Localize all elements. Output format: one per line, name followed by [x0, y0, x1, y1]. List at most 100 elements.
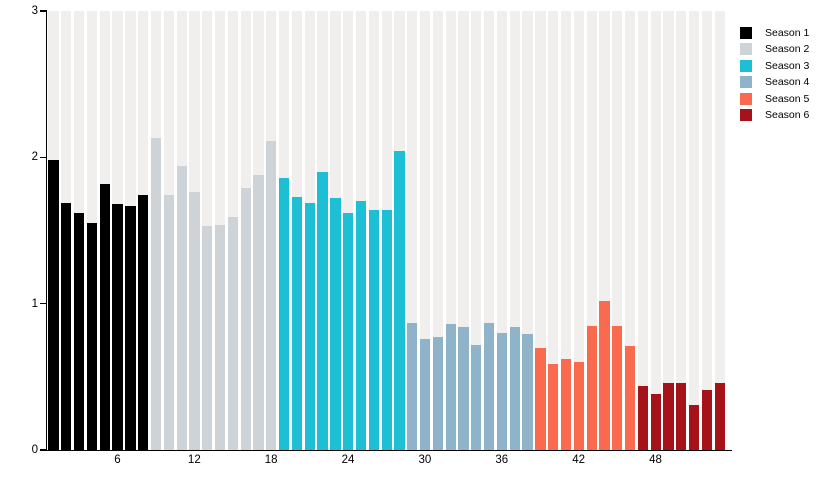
bar-season4-ep7 — [484, 322, 495, 450]
background-stripe — [535, 11, 546, 450]
background-stripe — [676, 11, 687, 450]
background-stripe — [471, 11, 482, 450]
background-stripe — [419, 11, 431, 450]
legend-item-season-5: Season 5 — [740, 92, 810, 105]
bar-season3-ep10 — [394, 151, 405, 450]
bar-column — [85, 11, 98, 450]
bar-season1-ep3 — [74, 212, 85, 450]
bar-column — [457, 11, 470, 450]
background-stripe — [624, 11, 636, 450]
legend-label: Season 3 — [765, 59, 810, 72]
bar-column — [239, 11, 252, 450]
x-tick-label: 6 — [114, 454, 121, 466]
y-axis-line — [45, 10, 47, 451]
bar-column — [662, 11, 675, 450]
bar-season1-ep6 — [112, 204, 123, 450]
bar-season2-ep1 — [150, 138, 162, 450]
bar-season5-ep1 — [535, 347, 546, 450]
bar-season5-ep3 — [560, 359, 572, 450]
bar-season1-ep5 — [99, 183, 110, 450]
bar-column — [367, 11, 380, 450]
bar-season2-ep9 — [253, 174, 264, 450]
bar-season4-ep5 — [458, 327, 469, 450]
legend-item-season-6: Season 6 — [740, 108, 810, 121]
bar-season2-ep2 — [163, 195, 174, 450]
background-stripe — [714, 11, 725, 450]
background-stripe — [445, 11, 456, 450]
bar-season3-ep8 — [368, 210, 379, 450]
bar-season5-ep5 — [586, 325, 597, 450]
bar-season6-ep3 — [663, 382, 674, 450]
bar-season1-ep4 — [86, 223, 98, 450]
bar-season4-ep3 — [432, 337, 443, 450]
bar-column — [98, 11, 111, 450]
background-stripe — [522, 11, 533, 450]
bar-column — [483, 11, 496, 450]
bar-season3-ep3 — [304, 202, 315, 450]
y-tick-mark — [39, 156, 46, 159]
bar-column — [355, 11, 368, 450]
bar-season3-ep1 — [279, 177, 290, 450]
bar-season2-ep10 — [266, 141, 277, 450]
legend-label: Season 2 — [765, 43, 810, 56]
bar-column — [611, 11, 624, 450]
y-tick-label: 2 — [31, 151, 38, 164]
bar-season4-ep1 — [407, 322, 418, 450]
bar-column — [534, 11, 547, 450]
bar-column — [47, 11, 60, 450]
legend-label: Season 6 — [765, 108, 810, 121]
legend-item-season-4: Season 4 — [740, 76, 809, 89]
background-stripe — [458, 11, 469, 450]
bar-column — [201, 11, 214, 450]
background-stripe — [701, 11, 713, 450]
y-tick-label: 1 — [31, 297, 38, 310]
bar-season1-ep2 — [61, 202, 72, 450]
bar-column — [124, 11, 137, 450]
bar-column — [316, 11, 329, 450]
bar-column — [431, 11, 444, 450]
bar-season4-ep10 — [522, 334, 533, 450]
x-tick-label: 30 — [418, 454, 432, 466]
x-tick-label: 42 — [572, 454, 586, 466]
bar-column — [137, 11, 150, 450]
bar-column — [342, 11, 355, 450]
bar-season2-ep8 — [240, 188, 251, 450]
bar-column — [150, 11, 163, 450]
bar-season6-ep5 — [689, 404, 700, 450]
legend-label: Season 5 — [765, 92, 810, 105]
bar-season5-ep7 — [612, 325, 623, 450]
bar-column — [60, 11, 73, 450]
bar-column — [419, 11, 432, 450]
bar-column — [303, 11, 316, 450]
bar-column — [111, 11, 124, 450]
bar-season4-ep6 — [471, 344, 482, 450]
bar-column — [214, 11, 227, 450]
y-tick-mark — [39, 10, 46, 12]
bar-season6-ep1 — [637, 385, 648, 450]
bar-column — [444, 11, 457, 450]
bar-season1-ep1 — [48, 160, 59, 450]
background-stripe — [663, 11, 674, 450]
x-tick-label: 12 — [187, 454, 201, 466]
bar-column — [598, 11, 611, 450]
x-tick-label: 36 — [495, 454, 509, 466]
bar-column — [188, 11, 201, 450]
bar-column — [624, 11, 637, 450]
background-stripe — [496, 11, 508, 450]
bar-season1-ep8 — [138, 195, 149, 450]
bar-season3-ep2 — [291, 196, 303, 450]
bar-column — [700, 11, 713, 450]
legend-swatch — [740, 92, 752, 105]
bar-column — [265, 11, 278, 450]
bar-column — [226, 11, 239, 450]
background-stripe — [573, 11, 584, 450]
bar-season3-ep7 — [355, 201, 367, 450]
bar-column — [278, 11, 291, 450]
bar-column — [508, 11, 521, 450]
legend-item-season-2: Season 2 — [740, 43, 810, 56]
bar-column — [175, 11, 188, 450]
bar-column — [585, 11, 598, 450]
bar-season5-ep4 — [573, 362, 584, 450]
bar-season6-ep4 — [676, 382, 687, 450]
bar-column — [688, 11, 701, 450]
